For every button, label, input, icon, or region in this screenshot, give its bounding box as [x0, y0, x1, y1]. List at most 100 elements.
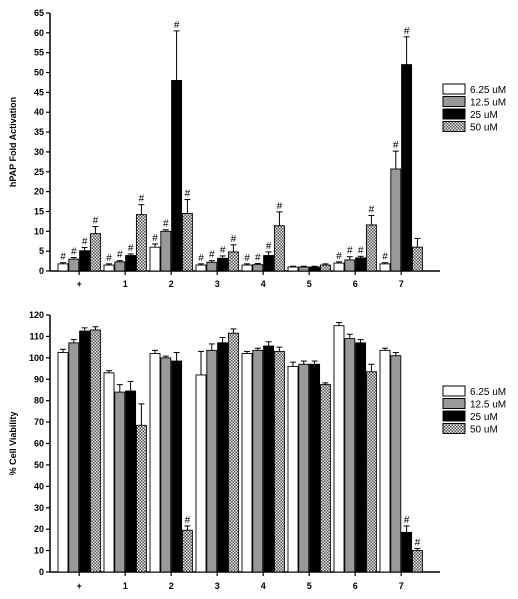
bar-positive-25-um [79, 330, 91, 573]
x-tick-label-3: 3 [215, 581, 220, 591]
x-tick-label-4: 4 [261, 581, 266, 591]
significance-mark: # [198, 253, 204, 264]
x-tick-label-1: 1 [123, 581, 128, 591]
bar-7-6-25-um [379, 349, 391, 573]
bar-positive-12-5-um [68, 342, 80, 573]
y-tick-label: 25 [34, 167, 44, 177]
bar-3-6-25-um [195, 374, 207, 573]
bar-4-25-um [263, 345, 275, 573]
bar-2-12-5-um [160, 357, 172, 573]
significance-mark: # [404, 26, 410, 37]
bar-3-12-5-um [206, 349, 218, 573]
significance-mark: # [393, 140, 399, 151]
significance-mark: # [60, 252, 66, 263]
y-tick-label: 20 [34, 187, 44, 197]
x-tick-label-4: 4 [261, 279, 266, 289]
significance-mark: # [139, 194, 145, 205]
bar-3-50-um [227, 251, 239, 272]
y-tick-label: 20 [34, 524, 44, 534]
legend-label-25-um: 25 uM [470, 110, 498, 121]
bar-7-12-5-um [390, 355, 402, 573]
legend-label-25-um: 25 uM [470, 412, 498, 423]
bar-5-25-um [309, 266, 321, 272]
x-tick-label-positive: + [77, 581, 82, 591]
bar-3-6-25-um [195, 264, 207, 272]
bar-1-50-um [135, 424, 147, 573]
bar-5-50-um [319, 384, 331, 573]
y-tick-label: 60 [34, 28, 44, 38]
bar-6-12-5-um [344, 259, 356, 272]
y-tick-label: 60 [34, 439, 44, 449]
y-axis-label: hPAP Fold Activation [8, 97, 18, 187]
bar-1-6-25-um [103, 264, 115, 272]
legend-swatch-50-um [442, 121, 466, 132]
x-tick-label-5: 5 [307, 581, 312, 591]
bar-1-12-5-um [114, 391, 126, 573]
bar-6-6-25-um [333, 325, 345, 573]
bar-2-6-25-um [149, 353, 161, 573]
bar-positive-50-um [89, 233, 101, 272]
significance-mark: # [185, 515, 191, 526]
bar-2-6-25-um [149, 246, 161, 272]
significance-mark: # [347, 246, 353, 257]
y-tick-label: 120 [29, 310, 44, 320]
bar-1-25-um [125, 390, 137, 573]
significance-mark: # [244, 253, 250, 264]
y-tick-label: 50 [34, 68, 44, 78]
y-tick-label: 5 [39, 246, 44, 256]
bar-4-12-5-um [252, 349, 264, 573]
bar-1-50-um [135, 214, 147, 272]
y-tick-label: 0 [39, 567, 44, 577]
bar-2-25-um [171, 80, 183, 272]
bar-2-50-um [181, 529, 193, 573]
bar-6-50-um [365, 224, 377, 272]
y-tick-label: 40 [34, 481, 44, 491]
y-tick-label: 50 [34, 460, 44, 470]
y-tick-label: 30 [34, 503, 44, 513]
bar-positive-6-25-um [57, 263, 69, 272]
x-tick-label-positive: + [77, 279, 82, 289]
significance-mark: # [358, 245, 364, 256]
legend-swatch-12-5-um [442, 398, 466, 409]
significance-mark: # [404, 515, 410, 526]
significance-mark: # [382, 252, 388, 263]
significance-mark: # [163, 219, 169, 230]
bar-4-50-um [273, 225, 285, 272]
bar-7-6-25-um [379, 263, 391, 272]
bar-positive-25-um [79, 250, 91, 272]
bar-5-25-um [309, 363, 321, 573]
significance-mark: # [106, 253, 112, 264]
bar-1-25-um [125, 255, 137, 272]
significance-mark: # [185, 189, 191, 200]
bar-1-6-25-um [103, 372, 115, 573]
bar-6-12-5-um [344, 338, 356, 573]
bar-5-12-5-um [298, 363, 310, 573]
significance-mark: # [82, 237, 88, 248]
y-tick-label: 35 [34, 127, 44, 137]
bar-5-12-5-um [298, 266, 310, 272]
y-tick-label: 90 [34, 374, 44, 384]
legend-swatch-50-um [442, 423, 466, 434]
y-tick-label: 0 [39, 266, 44, 276]
bar-2-50-um [181, 212, 193, 272]
bar-2-25-um [171, 360, 183, 573]
bar-1-12-5-um [114, 261, 126, 272]
bar-positive-50-um [89, 329, 101, 573]
significance-mark: # [71, 247, 77, 258]
bar-7-50-um [411, 550, 423, 573]
legend-swatch-25-um [442, 410, 466, 422]
significance-mark: # [117, 250, 123, 261]
bar-2-12-5-um [160, 230, 172, 272]
bar-6-6-25-um [333, 262, 345, 272]
bar-3-25-um [217, 257, 229, 272]
y-tick-label: 10 [34, 226, 44, 236]
bar-3-12-5-um [206, 261, 218, 272]
bar-6-50-um [365, 371, 377, 573]
bar-6-25-um [355, 342, 367, 573]
x-tick-label-6: 6 [353, 279, 358, 289]
y-tick-label: 15 [34, 206, 44, 216]
legend-label-50-um: 50 uM [470, 425, 498, 436]
y-tick-label: 40 [34, 107, 44, 117]
